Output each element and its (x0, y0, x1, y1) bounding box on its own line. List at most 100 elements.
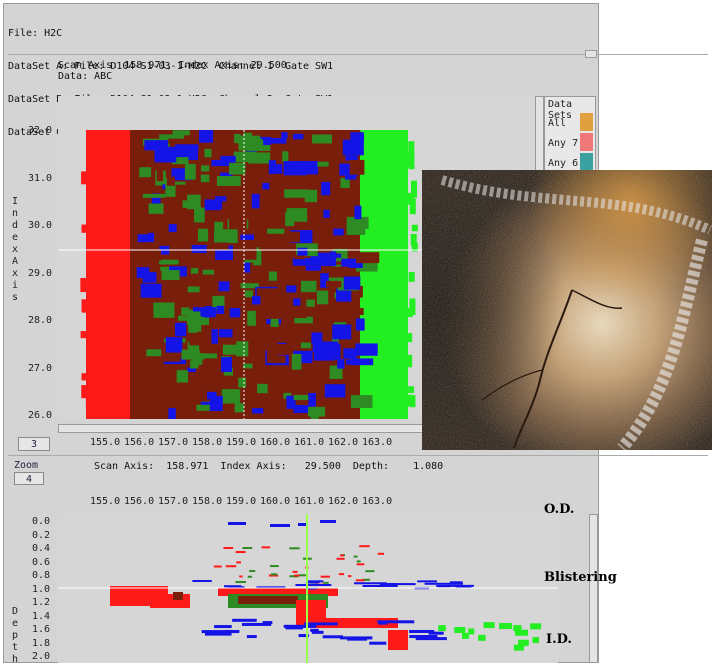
cscan-patch (296, 208, 321, 218)
bscan-id-echo (322, 635, 344, 639)
bscan-id-echo (283, 624, 317, 628)
cscan-patch (292, 258, 312, 266)
legend-item-any-7[interactable]: Any 7 (548, 138, 579, 149)
bscan-id-echo (232, 618, 257, 622)
cscan-patch (321, 181, 331, 196)
cscan-patch (355, 343, 378, 356)
cscan-x-tick-0: 155.0 (90, 437, 121, 448)
bscan-echo-line (455, 585, 472, 588)
bscan-y-tick-1: 0.2 (32, 529, 51, 541)
cscan-patch (256, 288, 280, 302)
bscan-id-echo (310, 628, 319, 632)
annotation-od: O.D. (544, 502, 575, 517)
cscan-patch (202, 269, 215, 275)
bscan-fleck (298, 574, 307, 577)
cscan-patch (341, 258, 363, 268)
cscan-patch (243, 132, 253, 147)
bscan-plot-area[interactable] (58, 514, 558, 663)
cscan-patch (312, 134, 332, 144)
cscan-edge-red (87, 249, 96, 260)
cscan-patch (211, 329, 218, 344)
cscan-patch (187, 367, 197, 372)
cscan-y-tick-4: 28.0 (28, 315, 53, 326)
bscan-id-green (530, 623, 542, 630)
bscan-fleck (269, 565, 279, 568)
cscan-patch (267, 228, 285, 234)
cscan-edge-red (81, 373, 90, 381)
bscan-vertical-scrollbar[interactable] (589, 514, 598, 663)
bscan-fleck (363, 545, 370, 548)
cscan-x-tick-6: 161.0 (294, 437, 325, 448)
bscan-echo-line (227, 586, 245, 589)
cscan-patch (329, 251, 337, 266)
cscan-patch (199, 353, 217, 359)
cscan-map[interactable] (58, 96, 535, 424)
bscan-fleck (336, 557, 345, 560)
bscan-echo-line (354, 582, 387, 585)
bscan-map[interactable] (58, 514, 558, 663)
bscan-fleck (377, 552, 384, 555)
cscan-patch (304, 316, 313, 324)
cscan-patch (277, 206, 291, 212)
cscan-patch (156, 168, 164, 182)
cscan-patch (214, 318, 232, 332)
bscan-od-echo (320, 520, 336, 523)
cscan-patch (304, 189, 318, 203)
zoom-button[interactable]: 4 (14, 472, 44, 485)
annotation-blistering: Blistering (544, 570, 617, 585)
cscan-patch (199, 130, 214, 143)
bscan-y-tick-3: 0.6 (32, 556, 51, 568)
cscan-patch (343, 348, 357, 359)
cscan-plot-area[interactable] (58, 96, 535, 424)
cscan-patch (349, 159, 365, 175)
cscan-patch (324, 384, 346, 398)
bscan-blister-red-top (218, 588, 338, 596)
bscan-y-tick-5: 1.0 (32, 583, 51, 595)
cscan-x-tick-3: 158.0 (192, 437, 223, 448)
cscan-edge-green (406, 333, 413, 343)
cscan-patch (328, 253, 342, 258)
cscan-edge-red (88, 296, 97, 308)
cscan-patch (305, 265, 321, 271)
cscan-patch (343, 276, 361, 290)
cscan-patch (286, 208, 308, 222)
cscan-patch (140, 283, 162, 298)
legend-item-any-6[interactable]: Any 6 (548, 158, 579, 169)
cscan-patch (172, 130, 190, 136)
bscan-id-echo (428, 631, 444, 635)
bscan-y-tick-0: 0.0 (32, 516, 51, 527)
cscan-patch (211, 159, 230, 167)
bscan-fleck (239, 575, 243, 578)
legend-swatch-any-7 (580, 133, 593, 151)
bscan-fleck (235, 551, 246, 554)
cscan-patch (216, 305, 225, 314)
bscan-fleck (247, 575, 253, 578)
cscan-patch (220, 155, 236, 163)
bscan-echo-line (385, 583, 416, 586)
cscan-patch (297, 247, 308, 256)
cscan-patch (249, 412, 256, 423)
cscan-patch (204, 148, 212, 158)
bscan-fleck (362, 578, 370, 581)
cscan-edge-red (87, 371, 96, 380)
cscan-page-button[interactable]: 3 (18, 437, 50, 451)
bscan-y-axis-title: Depth (11, 606, 19, 665)
cscan-patch (142, 272, 157, 283)
bscan-fleck (359, 545, 365, 548)
cscan-patch (340, 177, 350, 189)
cscan-patch (255, 145, 271, 151)
cscan-patch (166, 176, 176, 186)
cscan-edge-green (408, 154, 415, 170)
cscan-edge-green (410, 180, 417, 198)
cscan-patch (158, 259, 179, 265)
bscan-fleck (348, 575, 352, 578)
cscan-patch (268, 271, 277, 281)
cscan-patch (197, 228, 209, 242)
header-resize-handle[interactable] (585, 50, 597, 58)
bscan-x-tick-4: 159.0 (226, 496, 257, 507)
cscan-edge-red (86, 228, 95, 236)
cscan-patch (160, 266, 174, 271)
bscan-id-echo (378, 621, 388, 625)
cscan-patch (200, 174, 210, 183)
legend-item-all[interactable]: All (548, 118, 567, 129)
